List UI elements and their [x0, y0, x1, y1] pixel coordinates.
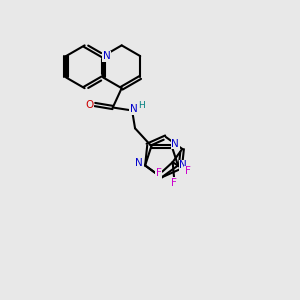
Text: F: F	[171, 178, 177, 188]
Text: N: N	[171, 139, 179, 149]
Text: N: N	[130, 104, 137, 114]
Text: N: N	[103, 51, 111, 61]
Text: N: N	[179, 160, 187, 170]
Text: H: H	[138, 100, 145, 109]
Text: N: N	[135, 158, 143, 168]
Text: O: O	[85, 100, 94, 110]
Text: F: F	[184, 167, 190, 176]
Text: F: F	[156, 169, 162, 178]
